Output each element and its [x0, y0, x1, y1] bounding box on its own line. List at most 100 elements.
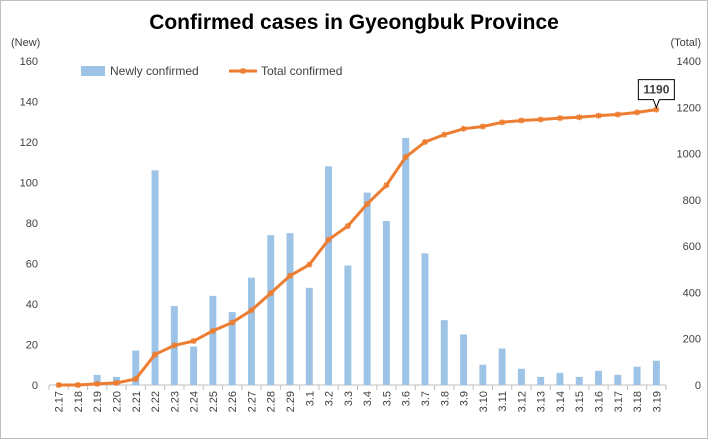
- line-marker: [364, 201, 371, 208]
- bar-newly-confirmed: [344, 265, 352, 385]
- legend-label-total-confirmed: Total confirmed: [261, 64, 342, 78]
- x-tick-label: 2.19: [92, 391, 104, 412]
- bar-newly-confirmed: [498, 348, 506, 385]
- line-marker: [576, 114, 583, 121]
- line-marker: [595, 112, 602, 119]
- line-marker: [479, 123, 486, 130]
- line-marker: [248, 307, 255, 314]
- x-tick-label: 3.16: [594, 391, 606, 412]
- x-tick-label: 2.24: [189, 391, 201, 412]
- x-tick-label: 3.10: [478, 391, 490, 412]
- bar-newly-confirmed: [633, 366, 641, 385]
- bar-newly-confirmed: [575, 376, 583, 385]
- left-y-tick-label: 60: [26, 259, 38, 271]
- annotation-callout-box: [637, 79, 675, 110]
- x-tick-label: 3.14: [555, 391, 567, 412]
- bar-newly-confirmed: [209, 295, 217, 385]
- axis-layer: 2.17 2.18 2.19 2.20 2.21 2.22 2.23 2.24 2.25 2.26…: [20, 56, 701, 412]
- line-marker: [441, 131, 448, 138]
- line-marker: [74, 382, 81, 388]
- line-marker: [499, 119, 506, 126]
- x-tick-label: 3.18: [632, 391, 644, 412]
- bar-newly-confirmed: [652, 360, 660, 385]
- line-marker: [306, 261, 313, 268]
- x-tick-label: 2.18: [73, 391, 85, 412]
- x-tick-label: 2.23: [169, 391, 181, 412]
- x-tick-label: 3.12: [516, 391, 528, 412]
- bar-newly-confirmed: [247, 277, 255, 385]
- line-marker: [325, 236, 332, 243]
- line-marker: [209, 327, 216, 334]
- x-tick-label: 2.26: [227, 391, 239, 412]
- line-marker: [171, 342, 178, 349]
- line-marker: [402, 154, 409, 161]
- x-tick-label: 3.4: [362, 391, 374, 406]
- right-y-tick-label: 600: [683, 241, 701, 253]
- bar-newly-confirmed: [479, 364, 487, 385]
- line-total-confirmed: [57, 108, 658, 387]
- x-tick-label: 3.8: [439, 391, 451, 406]
- line-marker: [344, 223, 351, 230]
- x-tick-label: 3.11: [497, 391, 509, 412]
- line-marker: [383, 182, 390, 189]
- bar-newly-confirmed: [517, 368, 525, 385]
- right-y-tick-label: 1000: [677, 149, 701, 161]
- right-y-tick-label: 0: [695, 380, 701, 392]
- x-tick-label: 3.5: [381, 391, 393, 406]
- annotation-label-total: 1190: [643, 83, 669, 97]
- x-tick-label: 3.15: [574, 391, 586, 412]
- left-y-tick-label: 100: [20, 178, 38, 190]
- bar-newly-confirmed: [382, 220, 390, 385]
- right-y-tick-label: 400: [683, 287, 701, 299]
- line-marker: [653, 106, 660, 113]
- x-tick-label: 2.21: [131, 391, 143, 412]
- line-marker: [614, 111, 621, 118]
- bar-newly-confirmed: [286, 233, 294, 385]
- right-y-tick-label: 1400: [677, 56, 701, 68]
- bar-newly-confirmed: [460, 334, 468, 385]
- line-marker: [267, 290, 274, 297]
- bar-newly-confirmed: [190, 346, 198, 385]
- line-marker: [460, 125, 467, 132]
- x-tick-label: 3.9: [459, 391, 471, 406]
- x-tick-label: 3.1: [304, 391, 316, 406]
- x-tick-label: 3.6: [401, 391, 413, 406]
- legend: Newly confirmed Total confirmed: [81, 64, 342, 78]
- x-tick-label: 2.17: [54, 391, 66, 412]
- bar-layer: [93, 137, 660, 385]
- line-marker: [537, 116, 544, 123]
- line-marker: [287, 272, 294, 279]
- bar-newly-confirmed: [614, 374, 622, 385]
- left-y-tick-label: 20: [26, 340, 38, 352]
- line-marker: [556, 115, 563, 122]
- x-tick-label: 3.2: [324, 391, 336, 406]
- left-axis-unit-label: (New): [11, 37, 41, 49]
- right-y-tick-label: 200: [683, 334, 701, 346]
- bar-newly-confirmed: [151, 170, 159, 385]
- line-marker: [229, 319, 236, 326]
- bar-newly-confirmed: [440, 320, 448, 385]
- bar-newly-confirmed: [595, 370, 602, 385]
- bar-newly-confirmed: [556, 372, 564, 385]
- line-marker: [634, 109, 641, 116]
- bar-newly-confirmed: [93, 374, 101, 385]
- left-y-tick-label: 120: [20, 137, 38, 149]
- x-tick-label: 3.19: [651, 391, 663, 412]
- bar-newly-confirmed: [228, 312, 236, 385]
- line-marker: [421, 139, 428, 145]
- x-tick-label: 2.27: [246, 391, 258, 412]
- line-marker: [55, 382, 62, 388]
- annotation-layer: 1190: [637, 79, 675, 110]
- x-tick-label: 3.17: [613, 391, 625, 412]
- line-marker: [152, 351, 159, 358]
- x-tick-label: 2.28: [266, 391, 278, 412]
- bar-newly-confirmed: [132, 350, 140, 385]
- legend-swatch-newly-confirmed: [81, 66, 105, 76]
- line-marker: [132, 375, 139, 382]
- x-tick-label: 2.20: [111, 391, 123, 412]
- bar-newly-confirmed: [363, 192, 371, 385]
- right-axis-unit-label: (Total): [670, 37, 701, 49]
- left-y-tick-label: 40: [26, 299, 38, 311]
